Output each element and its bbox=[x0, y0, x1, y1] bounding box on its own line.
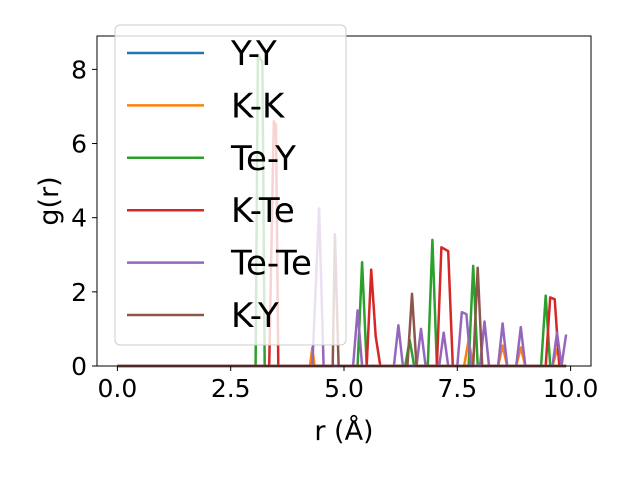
x-tick-label: 2.5 bbox=[211, 374, 251, 403]
y-tick-label: 2 bbox=[71, 278, 87, 307]
legend-label: Te-Y bbox=[230, 139, 296, 179]
y-axis-label: g(r) bbox=[34, 176, 65, 225]
legend-label: K-Te bbox=[231, 191, 295, 231]
x-tick-label: 7.5 bbox=[437, 374, 477, 403]
y-tick-label: 4 bbox=[71, 204, 87, 233]
legend-label: Y-Y bbox=[230, 34, 277, 74]
legend-label: K-K bbox=[231, 86, 286, 126]
legend: Y-Y K-K Te-Y K-Te Te-Te K-Y bbox=[114, 24, 347, 346]
legend-label: Te-Te bbox=[230, 244, 312, 284]
y-tick-label: 0 bbox=[71, 352, 87, 381]
y-tick-label: 6 bbox=[71, 130, 87, 159]
y-tick-label: 8 bbox=[71, 55, 87, 84]
x-tick-label: 0.0 bbox=[98, 374, 138, 403]
x-tick-label: 5.0 bbox=[324, 374, 364, 403]
legend-label: K-Y bbox=[231, 296, 279, 336]
x-axis: 0.0 2.5 5.0 7.5 10.0 bbox=[98, 366, 599, 403]
x-tick-label: 10.0 bbox=[543, 374, 599, 403]
x-axis-label: r (Å) bbox=[314, 415, 373, 447]
y-axis: 0 2 4 6 8 bbox=[71, 55, 97, 381]
